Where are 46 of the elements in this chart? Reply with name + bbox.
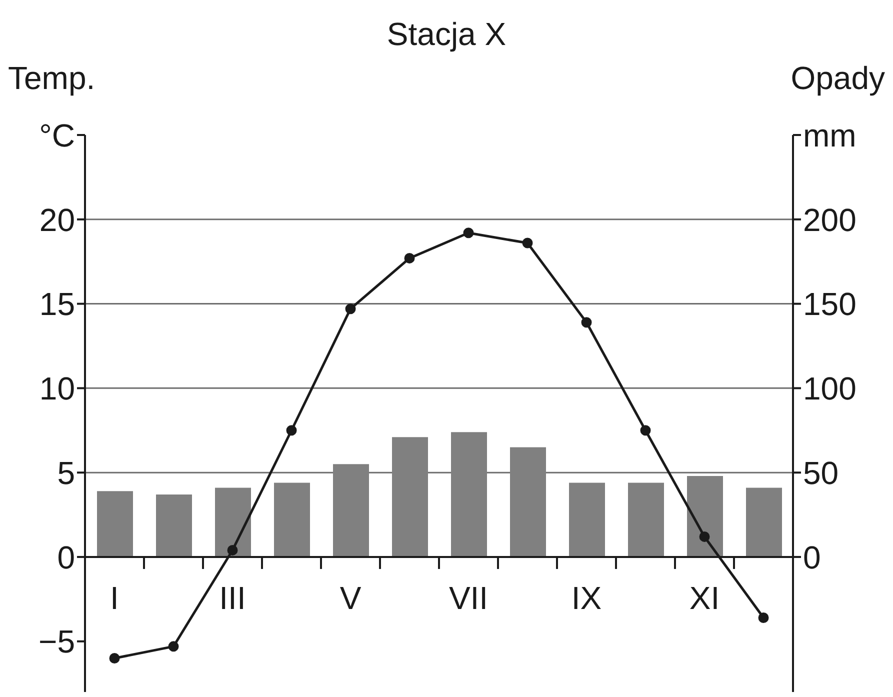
point — [286, 425, 297, 436]
y2-axis-title: Opady — [790, 60, 885, 97]
x-tick-label: I — [110, 580, 119, 616]
bar — [156, 494, 192, 557]
y-tick-label: °C — [39, 117, 75, 154]
bar — [628, 482, 664, 557]
point — [168, 641, 179, 652]
point — [404, 252, 415, 264]
chart-title: Stacja X — [386, 16, 508, 53]
y2-tick-label: 150 — [803, 286, 856, 322]
x-tick-label: VII — [448, 580, 488, 616]
point — [463, 228, 474, 238]
bar — [392, 437, 428, 557]
bar — [569, 482, 605, 557]
point — [345, 304, 356, 314]
bar — [451, 432, 487, 557]
point — [640, 425, 651, 436]
point — [227, 544, 238, 556]
bar — [333, 464, 369, 557]
x-tick-label: III — [219, 580, 246, 616]
y-tick-label: −5 — [38, 624, 75, 660]
y2-tick-label: 0 — [803, 539, 821, 576]
y2-tick-label: 100 — [803, 370, 856, 407]
bar — [746, 488, 782, 557]
point — [109, 652, 120, 664]
y-tick-label: 0 — [57, 539, 75, 576]
bar — [510, 447, 546, 557]
y2-tick-label: mm — [803, 117, 856, 154]
y-tick-label: 20 — [39, 202, 75, 238]
y-tick-label: 5 — [57, 454, 75, 491]
point — [581, 317, 592, 328]
bar — [687, 476, 723, 557]
y-tick-label: 15 — [39, 286, 75, 322]
point — [758, 612, 769, 623]
x-tick-label: XI — [689, 580, 720, 616]
point — [699, 531, 710, 542]
point — [522, 238, 533, 248]
x-tick-label: V — [340, 580, 362, 616]
x-tick-label: IX — [571, 580, 602, 616]
bar — [215, 488, 251, 557]
y-axis-title: Temp. — [8, 60, 96, 97]
bar — [97, 491, 133, 557]
bar — [274, 482, 310, 557]
y-tick-label: 10 — [39, 370, 75, 407]
y2-tick-label: 50 — [803, 454, 839, 491]
y2-tick-label: 200 — [803, 202, 856, 238]
